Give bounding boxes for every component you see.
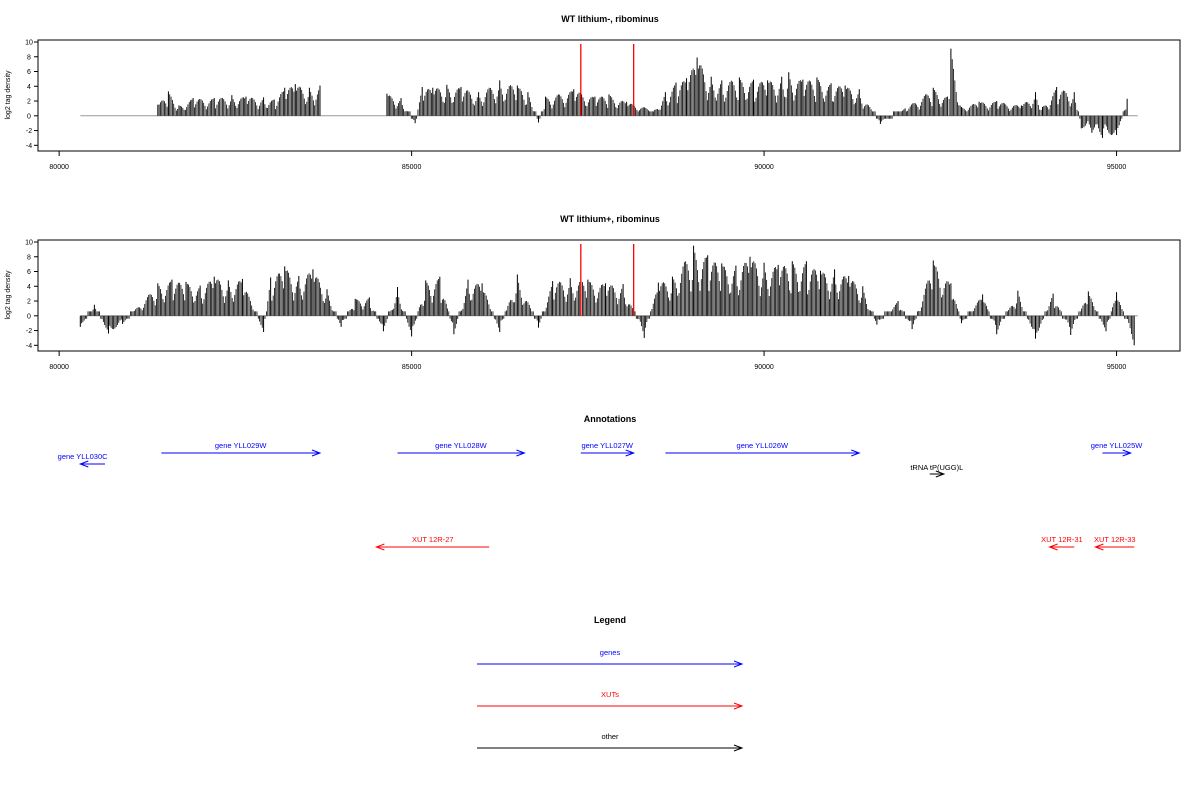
plot-frame bbox=[37, 239, 1181, 352]
legend-label: XUTs bbox=[601, 690, 619, 699]
arrow-head bbox=[374, 543, 385, 551]
y-axis-label: log2 tag density bbox=[5, 270, 12, 320]
feature-gene: gene YLL025W bbox=[1091, 441, 1143, 457]
arrow-head bbox=[1093, 543, 1104, 551]
feature-label: XUT 12R-31 bbox=[1041, 535, 1083, 544]
feature-label: gene YLL027W bbox=[581, 441, 633, 450]
y-tick-label: 10 bbox=[25, 40, 33, 47]
feature-xut: XUT 12R-33 bbox=[1093, 535, 1136, 551]
feature-gene: gene YLL026W bbox=[665, 441, 861, 457]
y-tick-label: 4 bbox=[27, 284, 31, 291]
arrow-head bbox=[311, 449, 322, 457]
y-tick-label: 4 bbox=[27, 84, 31, 91]
feature-xut: XUT 12R-31 bbox=[1041, 535, 1083, 551]
y-tick-label: 0 bbox=[27, 113, 31, 120]
y-axis-label: log2 tag density bbox=[5, 70, 12, 120]
feature-gene: gene YLL030C bbox=[58, 452, 108, 468]
feature-gene: gene YLL029W bbox=[161, 441, 322, 457]
feature-label: XUT 12R-27 bbox=[412, 535, 454, 544]
legend-item: other bbox=[477, 732, 744, 752]
arrow-head bbox=[1122, 449, 1133, 457]
arrow-head bbox=[733, 702, 744, 710]
legend-items: genes XUTs other bbox=[477, 648, 744, 752]
y-tick-label: 0 bbox=[27, 313, 31, 320]
arrow-head bbox=[78, 460, 89, 468]
track-panel-lithium-minus: WT lithium-, ribominus log2 tag density … bbox=[5, 14, 1181, 171]
feature-gene: gene YLL027W bbox=[580, 441, 636, 457]
x-tick-label: 85000 bbox=[402, 164, 422, 171]
x-tick-label: 95000 bbox=[1107, 164, 1127, 171]
y-tick-label: 2 bbox=[27, 99, 31, 106]
feature-label: XUT 12R-33 bbox=[1094, 535, 1136, 544]
legend-title: Legend bbox=[594, 615, 626, 625]
panel-title: WT lithium-, ribominus bbox=[561, 14, 659, 24]
feature-other: tRNA tP(UGG)L bbox=[910, 463, 963, 478]
feature-label: gene YLL028W bbox=[435, 441, 487, 450]
panel-title: WT lithium+, ribominus bbox=[560, 214, 660, 224]
arrow-head bbox=[733, 744, 744, 752]
x-tick-label: 80000 bbox=[49, 364, 69, 371]
y-tick-label: 8 bbox=[27, 54, 31, 61]
annotations-title: Annotations bbox=[584, 414, 637, 424]
feature-label: gene YLL030C bbox=[58, 452, 108, 461]
y-tick-label: -4 bbox=[26, 143, 32, 150]
density-bars bbox=[79, 245, 1138, 346]
legend: Legend genes XUTs other bbox=[477, 615, 744, 752]
track-panel-lithium-plus: WT lithium+, ribominus log2 tag density … bbox=[5, 214, 1181, 371]
x-tick-label: 85000 bbox=[402, 364, 422, 371]
feature-label: tRNA tP(UGG)L bbox=[910, 463, 963, 472]
annotation-features: gene YLL030C gene YLL029W gene YLL028W gene… bbox=[58, 441, 1143, 551]
arrow-head bbox=[935, 470, 946, 478]
y-tick-label: 8 bbox=[27, 254, 31, 261]
gene-boundary-markers bbox=[580, 244, 635, 316]
x-axis: 80000 85000 90000 95000 bbox=[49, 151, 1126, 171]
gene-boundary-markers bbox=[580, 44, 635, 116]
y-axis: -4 -2 0 2 4 6 8 10 bbox=[25, 40, 38, 150]
feature-label: gene YLL029W bbox=[215, 441, 267, 450]
x-tick-label: 90000 bbox=[754, 164, 774, 171]
feature-xut: XUT 12R-27 bbox=[374, 535, 490, 551]
arrow-head bbox=[1048, 543, 1058, 551]
y-tick-label: -2 bbox=[26, 128, 32, 135]
legend-item: XUTs bbox=[477, 690, 744, 710]
y-tick-label: 6 bbox=[27, 69, 31, 76]
legend-label: other bbox=[601, 732, 619, 741]
x-tick-label: 80000 bbox=[49, 164, 69, 171]
y-tick-label: 2 bbox=[27, 299, 31, 306]
arrow-head bbox=[516, 449, 526, 457]
arrow-head bbox=[733, 660, 744, 668]
x-tick-label: 95000 bbox=[1107, 364, 1127, 371]
density-bars bbox=[80, 48, 1138, 138]
x-axis: 80000 85000 90000 95000 bbox=[49, 351, 1126, 371]
feature-label: gene YLL026W bbox=[737, 441, 789, 450]
feature-label: gene YLL025W bbox=[1091, 441, 1143, 450]
legend-item: genes bbox=[477, 648, 744, 668]
arrow-head bbox=[851, 449, 861, 457]
y-tick-label: -2 bbox=[26, 328, 32, 335]
y-tick-label: -4 bbox=[26, 343, 32, 350]
x-tick-label: 90000 bbox=[754, 364, 774, 371]
feature-gene: gene YLL028W bbox=[397, 441, 526, 457]
y-tick-label: 6 bbox=[27, 269, 31, 276]
arrow-head bbox=[625, 449, 636, 457]
plot-frame bbox=[37, 39, 1181, 152]
legend-label: genes bbox=[600, 648, 621, 657]
y-axis: -4 -2 0 2 4 6 8 10 bbox=[25, 240, 38, 350]
y-tick-label: 10 bbox=[25, 240, 33, 247]
